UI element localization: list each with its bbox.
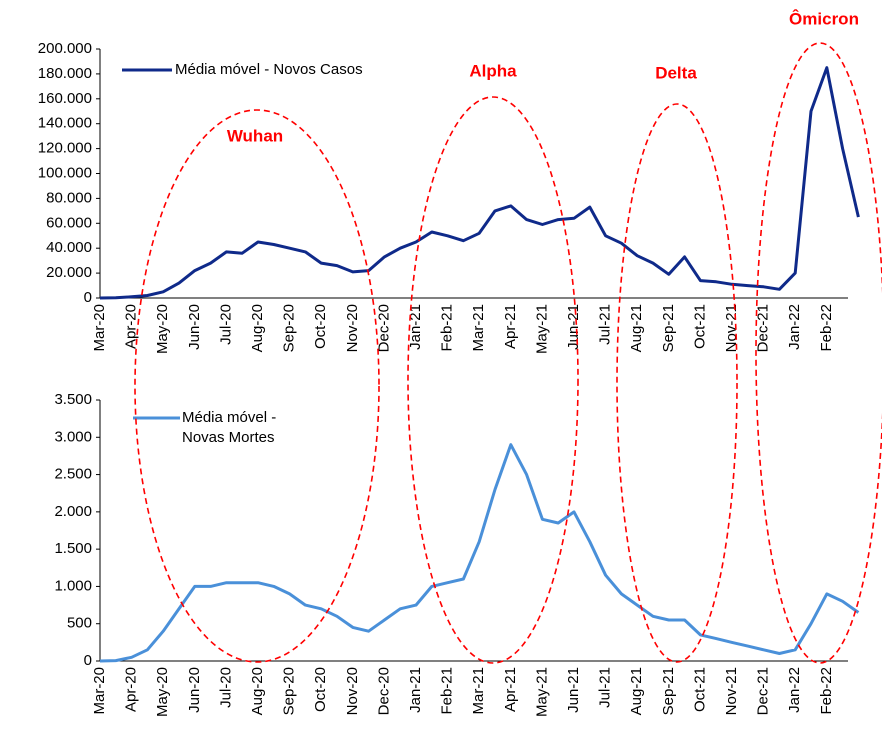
- x-tick-label: Jan-21: [407, 304, 424, 350]
- x-tick-label: Apr-20: [123, 667, 140, 712]
- x-tick-label: Jul-20: [217, 304, 234, 345]
- x-tick-label: Nov-21: [723, 667, 740, 715]
- y-tick-label: 80.000: [46, 189, 92, 206]
- highlight-ellipse: [755, 42, 882, 664]
- x-tick-label: Mar-21: [470, 304, 487, 352]
- x-tick-label: Jul-21: [597, 304, 614, 345]
- y-tick-label: 1.500: [54, 540, 92, 557]
- x-tick-label: Mar-20: [91, 667, 108, 715]
- x-tick-label: Dec-21: [755, 667, 772, 715]
- x-tick-label: Aug-21: [628, 304, 645, 352]
- x-tick-label: Jun-21: [565, 667, 582, 713]
- data-line: [99, 443, 860, 663]
- x-tick-label: Nov-21: [723, 304, 740, 352]
- x-tick-label: Feb-21: [439, 667, 456, 715]
- x-tick-label: Nov-20: [344, 667, 361, 715]
- y-tick-label: 3.000: [54, 428, 92, 445]
- y-tick-label: 200.000: [38, 40, 92, 57]
- y-tick-label: 2.000: [54, 503, 92, 520]
- x-tick-label: Apr-20: [123, 304, 140, 349]
- x-tick-label: May-20: [154, 667, 171, 717]
- annotation: Delta: [655, 63, 697, 82]
- y-tick-label: 40.000: [46, 239, 92, 256]
- legend-label: Média móvel - Novas Mortes: [182, 409, 277, 446]
- y-tick-label: 2.500: [54, 466, 92, 483]
- x-tick-label: Dec-20: [375, 667, 392, 715]
- x-tick-label: Jun-20: [186, 304, 203, 350]
- x-tick-label: Sep-20: [281, 304, 298, 352]
- x-tick-label: Oct-21: [691, 304, 708, 349]
- x-tick-label: Jan-21: [407, 667, 424, 713]
- x-tick-label: Jun-20: [186, 667, 203, 713]
- x-tick-label: Feb-22: [818, 667, 835, 715]
- x-tick-label: Feb-22: [818, 304, 835, 352]
- highlight-ellipse: [616, 103, 738, 663]
- x-tick-label: Sep-21: [660, 304, 677, 352]
- x-tick-label: Aug-21: [628, 667, 645, 715]
- annotation: Wuhan: [227, 126, 283, 145]
- y-tick-label: 100.000: [38, 164, 92, 181]
- x-tick-label: Jan-22: [786, 304, 803, 350]
- x-tick-label: Mar-21: [470, 667, 487, 715]
- highlight-ellipse: [407, 96, 579, 664]
- x-tick-label: Dec-20: [375, 304, 392, 352]
- x-tick-label: Jun-21: [565, 304, 582, 350]
- x-tick-label: Feb-21: [439, 304, 456, 352]
- annotation: Alpha: [469, 61, 517, 80]
- y-tick-label: 60.000: [46, 214, 92, 231]
- x-tick-label: Dec-21: [755, 304, 772, 352]
- y-tick-label: 1.000: [54, 577, 92, 594]
- y-tick-label: 140.000: [38, 115, 92, 132]
- legend-label: Média móvel - Novos Casos: [175, 61, 363, 78]
- x-tick-label: Oct-21: [691, 667, 708, 712]
- data-line: [99, 66, 860, 300]
- x-tick-label: Sep-21: [660, 667, 677, 715]
- y-tick-label: 500: [67, 615, 92, 632]
- y-tick-label: 120.000: [38, 140, 92, 157]
- x-tick-label: Jan-22: [786, 667, 803, 713]
- x-tick-label: Apr-21: [502, 304, 519, 349]
- annotation: Ômicron: [789, 9, 859, 28]
- y-tick-label: 3.500: [54, 391, 92, 408]
- x-tick-label: Aug-20: [249, 667, 266, 715]
- x-tick-label: May-20: [154, 304, 171, 354]
- x-tick-label: Nov-20: [344, 304, 361, 352]
- y-tick-label: 160.000: [38, 90, 92, 107]
- x-tick-label: Aug-20: [249, 304, 266, 352]
- y-tick-label: 0: [84, 652, 92, 669]
- x-tick-label: Jul-21: [597, 667, 614, 708]
- x-tick-label: Mar-20: [91, 304, 108, 352]
- x-tick-label: May-21: [533, 304, 550, 354]
- y-tick-label: 20.000: [46, 264, 92, 281]
- y-tick-label: 180.000: [38, 65, 92, 82]
- x-tick-label: Sep-20: [281, 667, 298, 715]
- highlight-ellipse: [134, 109, 380, 663]
- x-tick-label: Jul-20: [217, 667, 234, 708]
- x-tick-label: Apr-21: [502, 667, 519, 712]
- x-tick-label: Oct-20: [312, 304, 329, 349]
- y-tick-label: 0: [84, 289, 92, 306]
- x-tick-label: May-21: [533, 667, 550, 717]
- x-tick-label: Oct-20: [312, 667, 329, 712]
